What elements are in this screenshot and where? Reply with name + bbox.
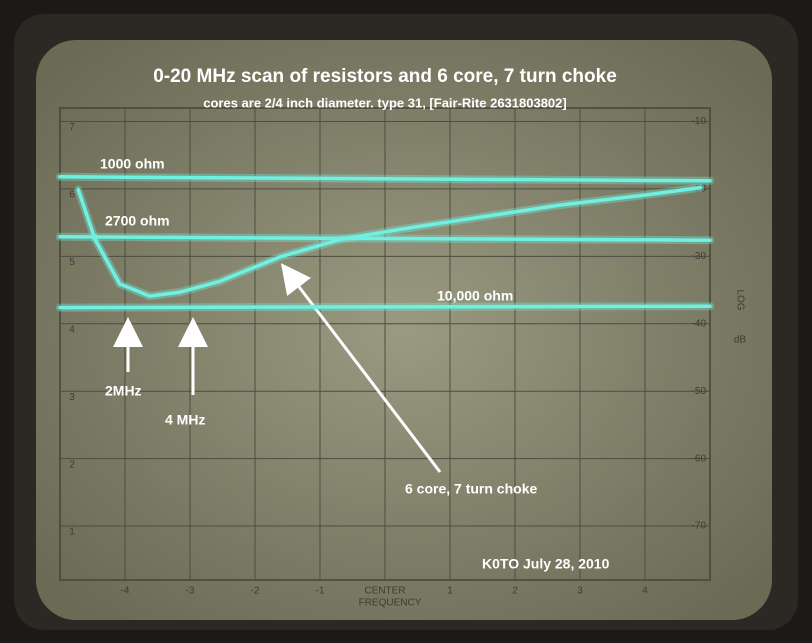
y-tick-label: -50 <box>692 386 707 397</box>
screen <box>36 40 772 620</box>
x-tick-label: -3 <box>186 586 195 597</box>
y2-tick-label: 7 <box>69 122 75 133</box>
x-tick-label: -2 <box>251 586 260 597</box>
y2-tick-label: 1 <box>69 527 75 538</box>
annotation: K0TO July 28, 2010 <box>482 556 610 572</box>
y-tick-label: -30 <box>692 251 707 262</box>
y2-tick-label: 6 <box>69 190 75 201</box>
series-label: 10,000 ohm <box>437 288 513 304</box>
trace <box>76 185 703 298</box>
x-tick-label: 4 <box>642 586 648 597</box>
y-tick-label: -10 <box>692 116 707 127</box>
y2-tick-label: 4 <box>69 324 75 335</box>
y-tick-label: -60 <box>692 453 707 464</box>
x-tick-label: 2 <box>512 586 518 597</box>
series-label: 6 core, 7 turn choke <box>405 481 537 497</box>
y-axis-label: LOG <box>734 289 745 310</box>
y-tick-label: -40 <box>692 318 707 329</box>
y-unit-label: dB <box>734 335 747 346</box>
y2-tick-label: 2 <box>69 459 75 470</box>
x-tick-label: CENTER <box>364 586 405 597</box>
x-tick-label: 3 <box>577 586 583 597</box>
y2-tick-label: 5 <box>69 257 75 268</box>
annotation: 2MHz <box>105 383 142 399</box>
series-label: 2700 ohm <box>105 213 170 229</box>
chart-title: 0-20 MHz scan of resistors and 6 core, 7… <box>153 66 617 87</box>
trace <box>58 175 712 183</box>
trace <box>58 235 712 242</box>
y-tick-label: -70 <box>692 521 707 532</box>
x-axis-label: FREQUENCY <box>359 598 422 609</box>
x-tick-label: -4 <box>121 586 130 597</box>
annotation: 4 MHz <box>165 412 205 428</box>
y2-tick-label: 3 <box>69 392 75 403</box>
series-label: 1000 ohm <box>100 156 165 172</box>
trace <box>58 304 712 310</box>
x-tick-label: -1 <box>316 586 325 597</box>
chart-subtitle: cores are 2/4 inch diameter. type 31, [F… <box>203 95 566 110</box>
x-tick-label: 1 <box>447 586 453 597</box>
